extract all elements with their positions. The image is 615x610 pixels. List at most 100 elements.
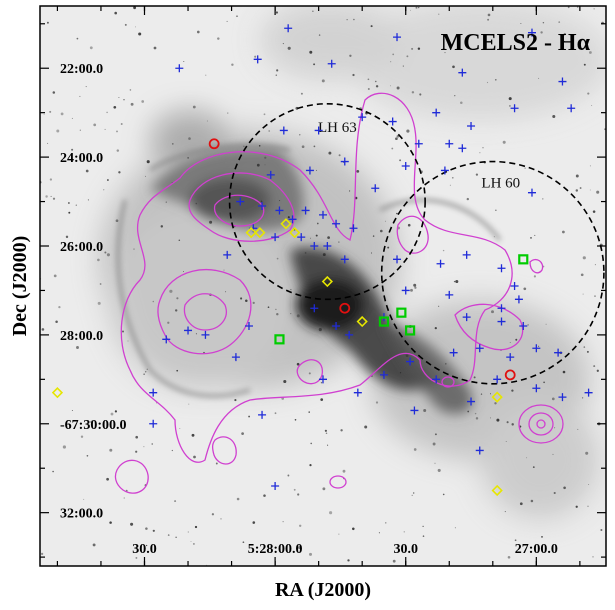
background-star — [52, 470, 54, 473]
background-star — [301, 145, 305, 149]
background-star — [309, 50, 313, 54]
background-star — [299, 134, 301, 136]
background-star — [145, 527, 148, 530]
cluster-star-point — [271, 482, 280, 490]
contour-south-a — [296, 359, 323, 385]
background-star — [418, 6, 420, 9]
background-star — [268, 130, 271, 132]
background-star — [313, 63, 316, 66]
background-star — [245, 299, 248, 303]
cluster-star-point — [388, 117, 397, 126]
cluster-star-point — [279, 126, 288, 135]
background-star — [346, 19, 348, 21]
background-star — [282, 521, 284, 523]
background-star — [596, 369, 599, 372]
background-star — [263, 113, 266, 116]
cluster-star-point — [506, 353, 515, 362]
cluster-star-point — [223, 250, 232, 259]
contour-lh63-inner — [213, 194, 265, 227]
background-star — [349, 190, 351, 192]
background-star — [130, 522, 134, 526]
background-star — [133, 248, 135, 250]
background-star — [209, 220, 213, 224]
background-star — [356, 170, 360, 173]
background-star — [384, 220, 386, 222]
background-star — [41, 328, 45, 331]
background-star — [316, 222, 319, 225]
background-star — [353, 18, 355, 21]
background-star — [87, 199, 89, 201]
background-star — [130, 102, 134, 106]
cluster-star-point — [301, 206, 310, 215]
background-star — [317, 319, 319, 321]
background-star — [580, 273, 584, 277]
background-star — [554, 427, 556, 429]
background-star — [264, 164, 266, 166]
background-star — [453, 280, 456, 283]
background-star — [392, 559, 396, 563]
background-star — [287, 46, 291, 50]
background-star — [391, 147, 394, 150]
background-star — [596, 190, 600, 194]
background-star — [367, 88, 370, 90]
y-axis-title: Dec (J2000) — [9, 236, 31, 337]
contour-lh60-a — [396, 215, 429, 254]
background-star — [75, 204, 77, 206]
background-star — [248, 415, 251, 418]
background-star — [415, 6, 418, 9]
background-star — [79, 95, 81, 97]
cluster-star-point — [401, 162, 410, 170]
background-star — [40, 552, 44, 556]
contour-ring-3 — [183, 293, 227, 331]
background-star — [282, 43, 284, 45]
contour-lh60-b — [454, 303, 524, 351]
background-star — [223, 269, 225, 271]
background-star — [113, 105, 117, 109]
background-star — [589, 165, 591, 167]
cluster-star-point — [393, 33, 402, 42]
diamond-point — [245, 227, 257, 239]
cluster-star-point — [371, 184, 380, 193]
background-star — [582, 256, 586, 260]
background-star — [387, 246, 390, 249]
background-star — [594, 264, 596, 266]
background-star — [442, 249, 445, 252]
background-star — [236, 15, 238, 17]
background-star — [71, 117, 73, 119]
cluster-label: LH 60 — [481, 176, 520, 192]
background-star — [519, 502, 523, 506]
background-star — [182, 270, 185, 273]
background-star — [378, 532, 380, 534]
x-tick-label: 30.0 — [393, 542, 418, 557]
background-star — [114, 11, 117, 15]
background-star — [118, 171, 121, 174]
background-star — [438, 305, 440, 307]
background-star — [589, 189, 591, 191]
cluster-star-point — [236, 197, 245, 206]
background-star — [45, 195, 48, 198]
background-star — [176, 369, 179, 372]
background-star — [196, 30, 200, 34]
background-star — [593, 365, 596, 368]
background-star — [97, 258, 100, 262]
background-star — [106, 179, 109, 181]
background-star — [552, 114, 556, 119]
background-star — [322, 487, 326, 491]
background-star — [65, 235, 69, 239]
background-star — [423, 409, 427, 412]
background-star — [489, 393, 492, 395]
background-star — [236, 497, 240, 501]
background-star — [511, 389, 514, 392]
background-star — [545, 323, 547, 325]
chart-title: MCELS2 - Hα — [441, 30, 591, 56]
background-star — [294, 418, 297, 421]
cluster-star-point — [458, 68, 467, 77]
cluster-star-point — [258, 202, 267, 210]
contour-east-3 — [536, 419, 546, 429]
cluster-star-point — [266, 170, 275, 179]
background-star — [205, 74, 207, 76]
cluster-star-point — [406, 357, 415, 366]
background-star — [151, 443, 153, 445]
background-star — [494, 402, 497, 405]
cluster-star-point — [231, 353, 240, 362]
